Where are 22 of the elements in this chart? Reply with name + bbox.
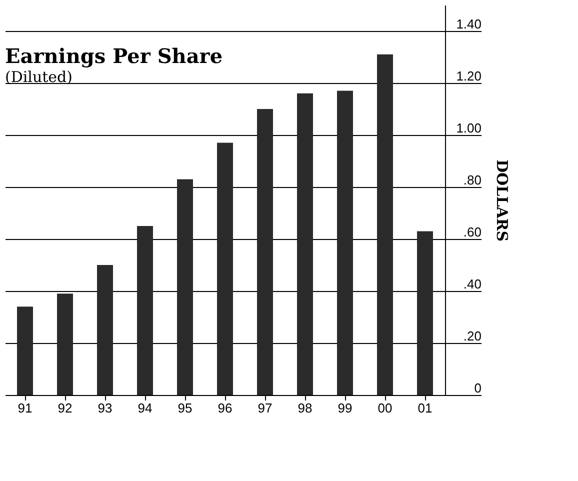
y-tick-label: .60	[463, 224, 482, 240]
y-tick-label: 1.00	[456, 120, 482, 136]
x-tick-label: 00	[378, 400, 392, 416]
x-tick-label: 98	[298, 400, 312, 416]
x-tick-label: 96	[218, 400, 232, 416]
text: Earnings Per Share	[5, 44, 223, 68]
x-tick-label: 99	[338, 400, 352, 416]
y-tick-label: 1.40	[456, 16, 482, 32]
y-tick-label: 1.20	[456, 68, 482, 84]
y-tick-label: .80	[463, 172, 482, 188]
x-tick-label: 92	[58, 400, 72, 416]
x-tick-label: 95	[178, 400, 192, 416]
y-tick-label: 0	[474, 380, 482, 396]
y-axis-title: DOLLARS	[493, 159, 511, 242]
y-tick-label: .40	[463, 276, 482, 292]
x-tick-label: 97	[258, 400, 272, 416]
x-tick-label: 93	[98, 400, 112, 416]
y-tick-label: .20	[463, 328, 482, 344]
x-tick-label: 01	[418, 400, 432, 416]
x-tick-label: 91	[18, 400, 32, 416]
text: (Diluted)	[5, 68, 72, 86]
x-tick-label: 94	[138, 400, 152, 416]
